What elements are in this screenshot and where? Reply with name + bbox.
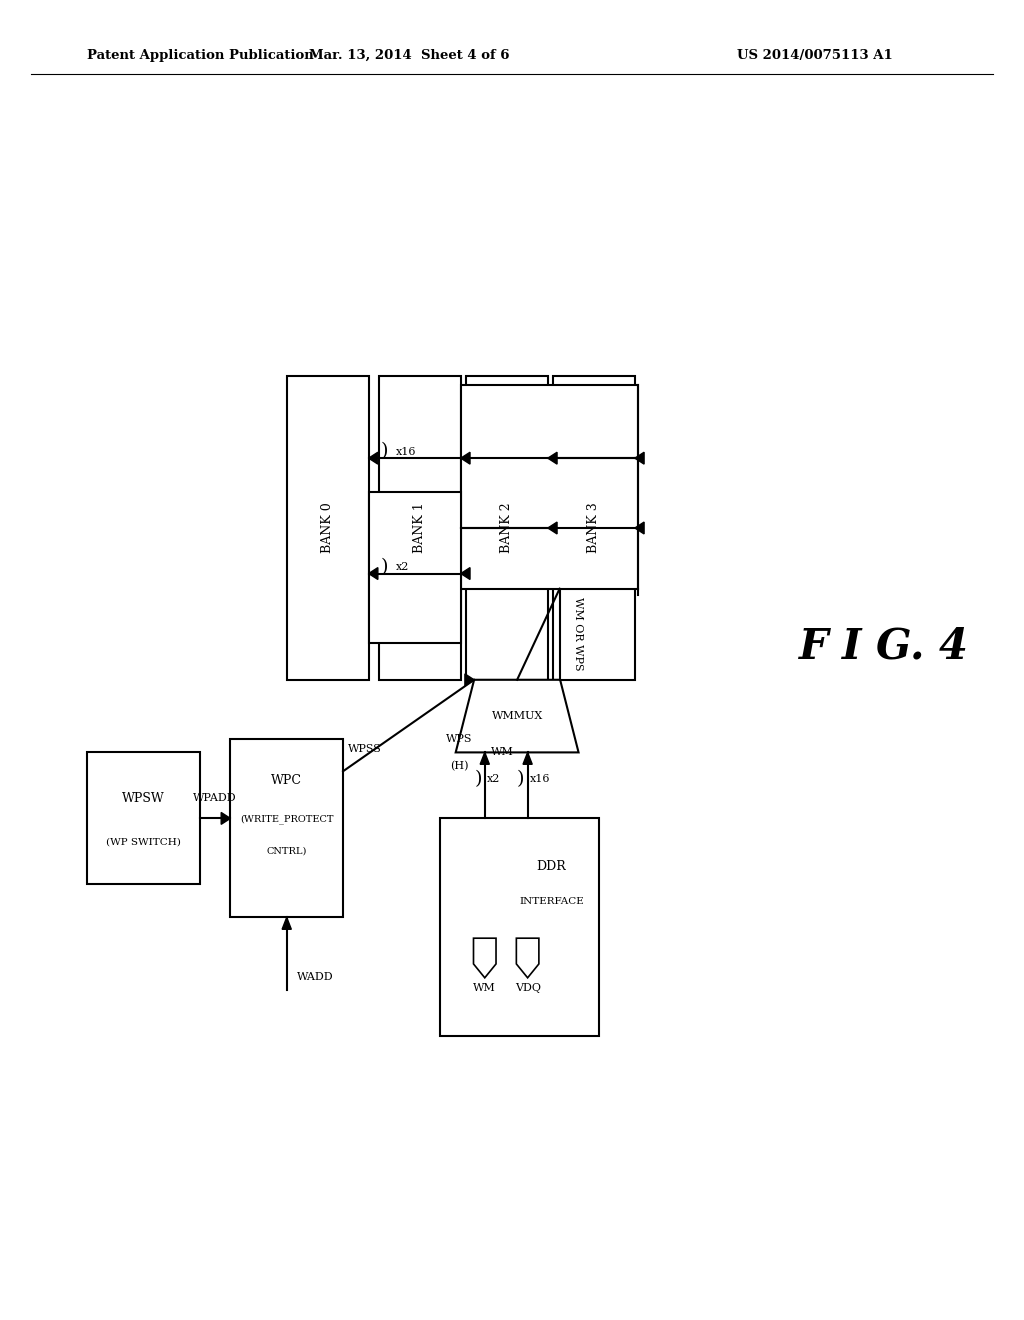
Text: (WRITE_PROTECT: (WRITE_PROTECT: [240, 814, 334, 824]
Text: WMMUX: WMMUX: [492, 711, 543, 721]
Text: ): ): [380, 558, 388, 576]
Text: US 2014/0075113 A1: US 2014/0075113 A1: [737, 49, 893, 62]
Bar: [440, 818, 599, 1036]
Bar: [369, 491, 461, 643]
Text: WM: WM: [490, 747, 513, 758]
Polygon shape: [635, 523, 644, 533]
Bar: [230, 739, 343, 917]
Text: Mar. 13, 2014  Sheet 4 of 6: Mar. 13, 2014 Sheet 4 of 6: [309, 49, 510, 62]
Text: WPSW: WPSW: [122, 792, 165, 805]
Polygon shape: [523, 752, 532, 764]
Text: WADD: WADD: [297, 972, 334, 982]
Polygon shape: [283, 917, 292, 929]
Text: BANK 1: BANK 1: [414, 503, 426, 553]
Text: WPC: WPC: [271, 774, 302, 787]
Bar: [461, 385, 638, 589]
Polygon shape: [221, 812, 230, 824]
Text: ): ): [517, 770, 524, 788]
Text: WM OR WPS: WM OR WPS: [573, 598, 583, 671]
Bar: [287, 376, 369, 680]
Text: CNTRL): CNTRL): [266, 847, 307, 855]
Polygon shape: [465, 673, 474, 686]
Text: VDQ: VDQ: [515, 983, 541, 993]
Text: WM: WM: [473, 983, 497, 993]
Text: INTERFACE: INTERFACE: [519, 896, 584, 906]
Text: DDR: DDR: [537, 859, 566, 873]
Text: BANK 2: BANK 2: [501, 503, 513, 553]
Text: ): ): [380, 442, 388, 461]
Text: BANK 0: BANK 0: [322, 503, 334, 553]
Text: x16: x16: [396, 446, 417, 457]
Text: WPADD: WPADD: [194, 792, 237, 803]
Bar: [379, 376, 461, 680]
Polygon shape: [461, 453, 470, 465]
Text: F I G. 4: F I G. 4: [799, 626, 969, 668]
Polygon shape: [461, 568, 470, 579]
Bar: [87, 752, 200, 884]
Polygon shape: [473, 939, 496, 978]
Polygon shape: [635, 453, 644, 465]
Polygon shape: [548, 453, 557, 465]
Text: x16: x16: [529, 774, 550, 784]
Polygon shape: [456, 680, 579, 752]
Text: WPS: WPS: [445, 734, 472, 744]
Polygon shape: [548, 523, 557, 533]
Bar: [553, 376, 635, 680]
Text: (H): (H): [450, 760, 468, 771]
Text: BANK 3: BANK 3: [588, 503, 600, 553]
Bar: [466, 376, 548, 680]
Text: (WP SWITCH): (WP SWITCH): [105, 838, 181, 846]
Text: x2: x2: [396, 562, 410, 572]
Polygon shape: [369, 453, 378, 465]
Polygon shape: [480, 752, 489, 764]
Text: WPSS: WPSS: [348, 744, 382, 754]
Text: ): ): [474, 770, 481, 788]
Polygon shape: [516, 939, 539, 978]
Text: Patent Application Publication: Patent Application Publication: [87, 49, 313, 62]
Polygon shape: [369, 568, 378, 579]
Text: x2: x2: [486, 774, 500, 784]
